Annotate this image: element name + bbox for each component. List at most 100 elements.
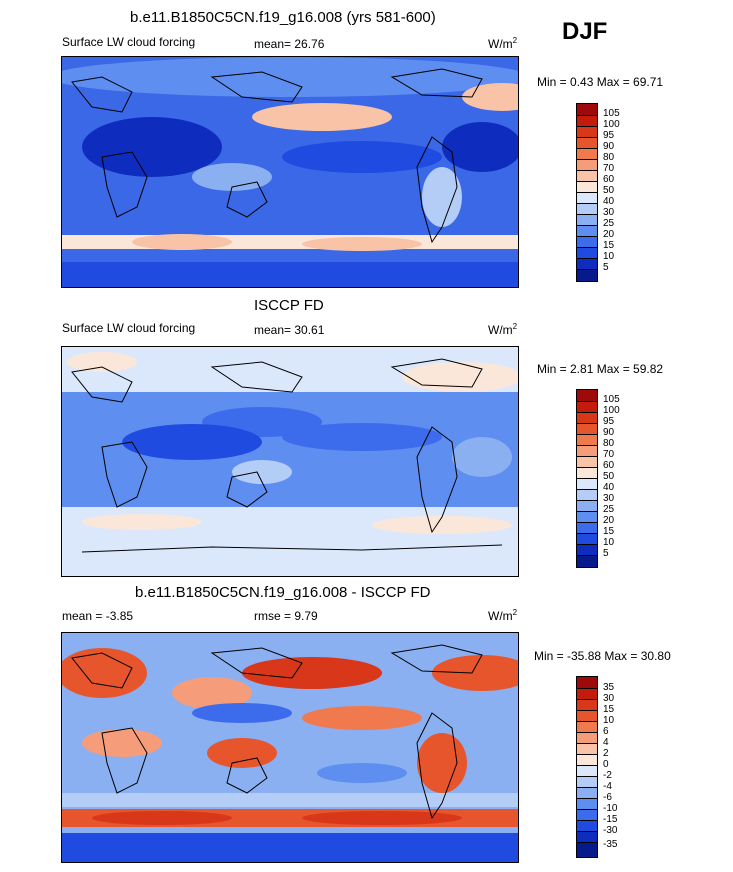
panel-3-colorbar-cell: [577, 765, 597, 776]
panel-1-colorbar-cell: [577, 126, 597, 137]
panel-1-colorbar-cell: [577, 148, 597, 159]
panel-1-colorbar-cell: [577, 247, 597, 258]
panel-1-map-field: [62, 57, 518, 287]
panel-2-colorbar: [576, 389, 598, 568]
panel-3-colorbar-tick: -15: [603, 814, 618, 825]
panel-3-colorbar-tick: -4: [603, 781, 612, 792]
panel-3-colorbar-cell: [577, 831, 597, 842]
panel-2-colorbar-tick: 90: [603, 427, 615, 438]
panel-2-colorbar-cell: [577, 500, 597, 511]
panel-2-colorbar-cell: [577, 423, 597, 434]
panel-3-rmse-label: rmse = 9.79: [254, 609, 318, 623]
panel-3-colorbar-tick: 2: [603, 748, 609, 759]
panel-3-colorbar-tick: 30: [603, 693, 615, 704]
panel-3-units: W/m2: [488, 608, 518, 623]
panel-3-colorbar-cell: [577, 820, 597, 831]
panel-1-map: [61, 56, 519, 288]
panel-3-colorbar-cell: [577, 842, 597, 857]
panel-1-colorbar-cell: [577, 192, 597, 203]
panel-2-colorbar-tick: 25: [603, 504, 615, 515]
panel-3-colorbar-tick: 35: [603, 682, 615, 693]
panel-1-colorbar-tick: 20: [603, 229, 615, 240]
panel-2-map: [61, 346, 519, 577]
panel-3-colorbar-cell: [577, 688, 597, 699]
panel-1-colorbar-cell: [577, 258, 597, 269]
panel-3-colorbar-cell: [577, 677, 597, 688]
panel-3-colorbar-tick: -2: [603, 770, 612, 781]
panel-2-colorbar-cell: [577, 544, 597, 555]
panel-2-mean-label: mean= 30.61: [254, 323, 325, 337]
panel-1-colorbar-tick: 90: [603, 141, 615, 152]
panel-3-colorbar-cell: [577, 776, 597, 787]
panel-3-colorbar-tick: 10: [603, 715, 615, 726]
panel-2-units: W/m2: [488, 322, 518, 337]
panel-1-colorbar-tick: 50: [603, 185, 615, 196]
panel-2-colorbar-tick: 5: [603, 548, 609, 559]
panel-1-colorbar-tick: 80: [603, 152, 615, 163]
panel-2-colorbar-tick: 70: [603, 449, 615, 460]
panel-1-colorbar-cell: [577, 269, 597, 281]
panel-3-map: [61, 632, 519, 863]
panel-1-colorbar-tick: 30: [603, 207, 615, 218]
panel-1-colorbar-tick: 10: [603, 251, 615, 262]
panel-1-minmax: Min = 0.43 Max = 69.71: [537, 75, 664, 89]
panel-1-colorbar-tick: 15: [603, 240, 615, 251]
panel-2-colorbar-tick: 50: [603, 471, 615, 482]
season-label: DJF: [562, 18, 608, 45]
panel-1-colorbar-cell: [577, 104, 597, 115]
panel-1-colorbar-cell: [577, 214, 597, 225]
panel-2-colorbar-tick: 95: [603, 416, 615, 427]
panel-2-variable-label: Surface LW cloud forcing: [62, 321, 196, 335]
panel-2-colorbar-cell: [577, 467, 597, 478]
panel-1-units: W/m2: [488, 36, 518, 51]
panel-1-colorbar-cell: [577, 203, 597, 214]
panel-3-colorbar-cell: [577, 798, 597, 809]
panel-1-colorbar-tick: 5: [603, 262, 609, 273]
panel-2-colorbar-cell: [577, 434, 597, 445]
panel-3-colorbar-tick: 6: [603, 726, 609, 737]
panel-2-map-field: [62, 347, 518, 576]
panel-2-colorbar-cell: [577, 555, 597, 567]
panel-3-colorbar-cell: [577, 732, 597, 743]
panel-1-colorbar-tick: 95: [603, 130, 615, 141]
panel-2-colorbar-cell: [577, 401, 597, 412]
panel-1-mean-label: mean= 26.76: [254, 37, 325, 51]
panel-3-colorbar-tick: -10: [603, 803, 618, 814]
panel-3-colorbar-tick: 4: [603, 737, 609, 748]
panel-3-colorbar-cell: [577, 787, 597, 798]
panel-3-colorbar-cell: [577, 809, 597, 820]
panel-1-colorbar-cell: [577, 159, 597, 170]
panel-3-map-field: [62, 633, 518, 862]
panel-2-colorbar-cell: [577, 522, 597, 533]
panel-3-minmax: Min = -35.88 Max = 30.80: [534, 649, 671, 663]
panel-2-colorbar-tick: 60: [603, 460, 615, 471]
panel-1-colorbar-cell: [577, 170, 597, 181]
panel-2-colorbar-tick: 100: [603, 405, 620, 416]
panel-2-colorbar-cell: [577, 511, 597, 522]
panel-1-colorbar: [576, 103, 598, 282]
panel-1-colorbar-cell: [577, 137, 597, 148]
panel-3-colorbar-cell: [577, 743, 597, 754]
panel-1-colorbar-tick: 25: [603, 218, 615, 229]
panel-3-colorbar-tick: -35: [603, 839, 618, 850]
panel-3-colorbar-tick: -6: [603, 792, 612, 803]
panel-2-colorbar-cell: [577, 390, 597, 401]
panel-2-colorbar-cell: [577, 533, 597, 544]
panel-2-minmax: Min = 2.81 Max = 59.82: [537, 362, 664, 376]
panel-3-colorbar-cell: [577, 699, 597, 710]
panel-3-colorbar-tick: 0: [603, 759, 609, 770]
panel-2-title: ISCCP FD: [254, 297, 324, 314]
panel-3-colorbar: [576, 676, 598, 858]
panel-2-colorbar-cell: [577, 412, 597, 423]
panel-3-colorbar-cell: [577, 710, 597, 721]
panel-2-colorbar-cell: [577, 456, 597, 467]
panel-1-colorbar-cell: [577, 181, 597, 192]
panel-3-colorbar-cell: [577, 721, 597, 732]
panel-3-mean-label: mean = -3.85: [62, 609, 134, 623]
panel-1-colorbar-cell: [577, 115, 597, 126]
panel-3-colorbar-cell: [577, 754, 597, 765]
panel-2-colorbar-cell: [577, 478, 597, 489]
panel-2-colorbar-tick: 30: [603, 493, 615, 504]
panel-1-title: b.e11.B1850C5CN.f19_g16.008 (yrs 581-600…: [130, 9, 436, 26]
panel-1-variable-label: Surface LW cloud forcing: [62, 35, 196, 49]
